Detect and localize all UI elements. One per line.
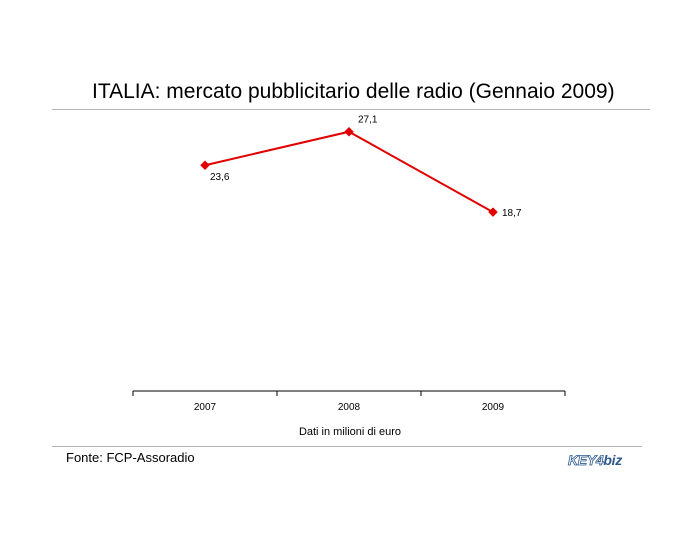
logo-key-text: KEY4 [568,452,604,469]
data-label: 18,7 [502,208,522,219]
x-tick-label: 2008 [338,402,361,413]
series-line [204,130,494,213]
data-label: 27,1 [358,115,378,126]
logo-biz-text: biz [603,452,622,468]
data-point-marker [344,126,354,137]
footer-divider [52,446,642,447]
x-tick-label: 2007 [194,402,217,413]
key4biz-logo: KEY4biz [568,452,623,469]
title-divider [52,109,650,110]
x-axis-label: Dati in milioni di euro [298,426,402,438]
data-point-marker [200,160,210,171]
chart-title: ITALIA: mercato pubblicitario delle radi… [92,80,615,103]
x-tick-label: 2009 [482,402,505,413]
source-note: Fonte: FCP-Assoradio [66,450,195,465]
data-label: 23,6 [210,172,230,183]
data-point-marker [488,207,498,217]
